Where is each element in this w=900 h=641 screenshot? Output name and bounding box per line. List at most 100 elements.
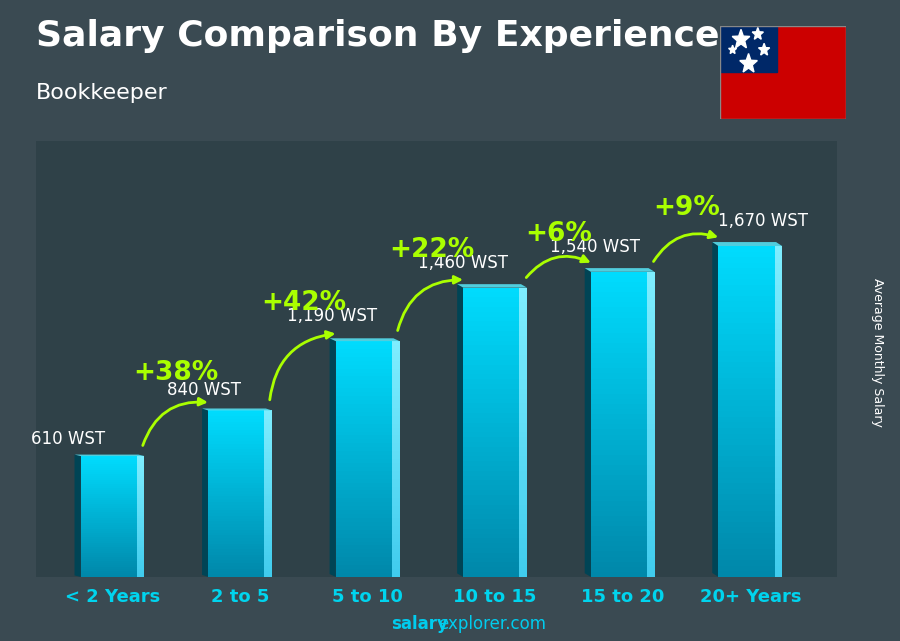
Bar [137,460,144,462]
Bar [590,454,654,460]
Bar [464,538,527,543]
Bar [265,502,272,504]
Bar [208,466,272,469]
Bar [137,537,144,538]
Bar [208,546,272,549]
Bar [336,506,400,510]
Polygon shape [712,242,718,577]
Bar [775,554,782,560]
Bar [137,533,144,535]
Bar [519,292,527,297]
Bar [718,285,782,290]
Bar [464,543,527,548]
Bar [718,257,782,263]
Bar [265,529,272,533]
Bar [519,466,527,471]
Bar [647,388,654,394]
Bar [775,246,782,251]
Bar [81,520,144,522]
Bar [775,422,782,428]
Bar [137,488,144,490]
Bar [519,394,527,399]
Bar [392,522,400,526]
Bar [392,376,400,380]
Bar [81,526,144,529]
Bar [775,274,782,279]
Bar [718,290,782,296]
Bar [464,437,527,442]
Bar [519,345,527,351]
Bar [464,519,527,524]
Bar [336,400,400,404]
Bar [464,336,527,340]
Bar [81,565,144,567]
Bar [81,519,144,520]
Bar [336,349,400,353]
Bar [519,374,527,379]
Bar [590,312,654,317]
Bar [336,388,400,392]
Bar [81,504,144,506]
Bar [208,454,272,458]
Bar [392,451,400,455]
Bar [137,468,144,470]
Bar [718,279,782,285]
Bar [265,441,272,444]
Bar [81,569,144,571]
Bar [392,392,400,396]
Bar [464,572,527,577]
Bar [647,282,654,287]
Bar [647,429,654,435]
Bar [647,521,654,526]
Bar [265,444,272,447]
Bar [464,331,527,336]
Bar [590,333,654,338]
Bar [265,558,272,560]
Polygon shape [752,28,763,39]
Bar [137,538,144,540]
Bar [392,470,400,475]
Bar [81,492,144,494]
Bar [718,389,782,395]
Bar [208,479,272,483]
Bar [392,435,400,439]
Text: explorer.com: explorer.com [438,615,546,633]
Bar [647,419,654,424]
Bar [718,533,782,538]
Bar [590,470,654,475]
Bar [590,480,654,485]
Bar [336,353,400,357]
Bar [137,470,144,472]
Bar [137,474,144,476]
Polygon shape [720,26,777,72]
Bar [590,414,654,419]
Bar [81,500,144,503]
Bar [519,495,527,500]
Bar [392,526,400,529]
Bar [590,302,654,308]
Bar [647,531,654,537]
Bar [718,527,782,533]
Bar [775,373,782,378]
Bar [519,461,527,466]
Bar [519,422,527,428]
Bar [647,374,654,379]
Bar [208,416,272,419]
Bar [137,506,144,508]
Bar [775,544,782,549]
Bar [336,365,400,369]
Bar [336,553,400,557]
Bar [137,567,144,569]
Bar [81,531,144,533]
Text: 610 WST: 610 WST [31,430,105,448]
Polygon shape [329,338,400,341]
Bar [718,367,782,373]
Bar [336,561,400,565]
Bar [464,340,527,345]
Bar [718,494,782,500]
Bar [718,439,782,445]
Bar [519,480,527,485]
Bar [775,395,782,401]
Bar [137,484,144,487]
Bar [265,574,272,577]
